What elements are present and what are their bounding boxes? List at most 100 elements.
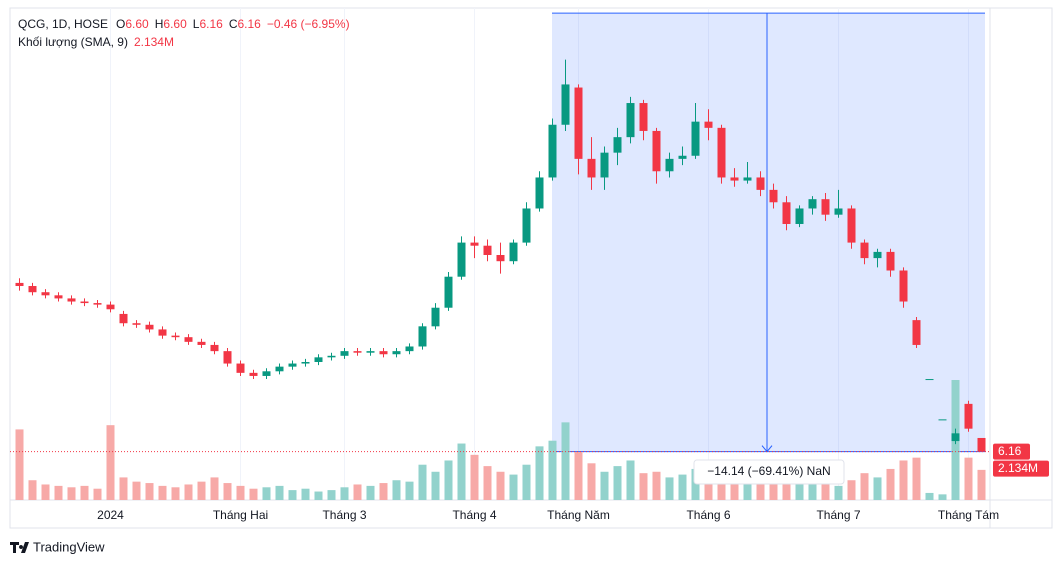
candle-body: [756, 177, 765, 190]
volume-bar: [223, 483, 232, 500]
candle-body: [418, 326, 427, 347]
volume-bar: [184, 484, 193, 500]
candle-body: [509, 242, 518, 262]
candle-body: [743, 177, 752, 181]
chart-frame: [9, 7, 1053, 529]
volume-bar: [574, 452, 583, 500]
label: L: [193, 17, 200, 31]
symbol: QCG, 1D, HOSE: [18, 17, 108, 31]
candle-body: [821, 199, 830, 215]
volume-bar: [769, 480, 778, 500]
volume-bar: [132, 481, 141, 500]
label: O: [116, 17, 125, 31]
volume-bar: [431, 471, 440, 500]
volume-bar: [496, 471, 505, 500]
x-tick-label: Tháng 3: [322, 508, 366, 522]
volume-bar: [925, 492, 934, 500]
candle-body: [574, 87, 583, 159]
candle-body: [925, 379, 934, 381]
candle-body: [691, 121, 700, 156]
candle-body: [951, 433, 960, 442]
candle-body: [639, 103, 648, 131]
candle-body: [288, 363, 297, 367]
candle-body: [145, 324, 154, 330]
candle-body: [652, 130, 661, 172]
candle-body: [561, 84, 570, 125]
candle-body: [535, 177, 544, 209]
x-tick-label: Tháng 4: [452, 508, 496, 522]
candle-body: [457, 242, 466, 277]
candle-body: [522, 208, 531, 243]
volume-bar: [28, 480, 37, 500]
candle-body: [171, 335, 180, 338]
candle-body: [132, 323, 141, 325]
volume-label: 2.134M: [998, 461, 1038, 475]
candle-body: [808, 199, 817, 209]
value: 6.16: [237, 17, 261, 31]
price-label: 6.16: [998, 444, 1022, 458]
volume-bar: [106, 425, 115, 500]
volume-bar: [730, 483, 739, 500]
candle-body: [886, 251, 895, 271]
volume-bar: [795, 478, 804, 500]
change: −0.46 (−6.95%): [267, 17, 350, 31]
brand-logo: [10, 542, 29, 553]
volume-bar: [964, 457, 973, 500]
candle-body: [600, 152, 609, 178]
candle-body: [496, 255, 505, 262]
volume-label-box: [993, 460, 1049, 477]
candle-body: [795, 208, 804, 224]
volume-bar: [418, 464, 427, 500]
candle-body: [15, 282, 24, 287]
measure-label: −14.14 (−69.41%) NaN: [707, 464, 830, 478]
volume-bar: [977, 469, 986, 500]
candle-body: [730, 177, 739, 181]
value: 6.60: [125, 17, 149, 31]
volume-bar: [912, 457, 921, 500]
volume-bar: [470, 454, 479, 500]
measure-arrow-head: [761, 445, 773, 453]
volume-bar: [444, 460, 453, 500]
volume-bar: [67, 487, 76, 500]
volume-bar: [548, 440, 557, 500]
candle-body: [54, 295, 63, 299]
candle-body: [834, 208, 843, 215]
volume-bar: [197, 481, 206, 500]
volume-bar: [691, 468, 700, 500]
candle-body: [106, 304, 115, 310]
candle-body: [665, 158, 674, 172]
volume-bar: [600, 471, 609, 500]
x-tick-label: Tháng Tám: [938, 508, 999, 522]
volume-bar: [340, 487, 349, 500]
candle-body: [28, 286, 37, 293]
volume-bar: [392, 480, 401, 500]
volume-bar: [483, 466, 492, 500]
candle-body: [184, 337, 193, 342]
volume-bar: [171, 487, 180, 500]
candle-body: [41, 292, 50, 296]
series: [10, 59, 990, 500]
candle-body: [379, 351, 388, 355]
brand-name: TradingView: [33, 539, 105, 554]
volume-bar: [314, 491, 323, 500]
candle-body: [587, 158, 596, 178]
candle-body: [249, 372, 258, 376]
candle-body: [197, 341, 206, 345]
candle-body: [223, 351, 232, 364]
volume-bar: [678, 474, 687, 500]
brand: TradingView: [10, 539, 105, 554]
candle-body: [353, 351, 362, 353]
legend-line: QCG, 1D, HOSE O6.60 H6.60 L6.16 C6.16 −0.46 (…: [18, 17, 350, 31]
candle-body: [847, 208, 856, 243]
candle-body: [210, 344, 219, 352]
volume-bar: [639, 473, 648, 500]
volume-bar: [860, 473, 869, 500]
value: 6.60: [163, 17, 187, 31]
candle-body: [366, 351, 375, 353]
volume-bar: [288, 490, 297, 500]
volume-bar: [236, 485, 245, 500]
volume-bar: [353, 484, 362, 500]
candle-body: [548, 124, 557, 178]
volume-bar: [119, 477, 128, 500]
candle-body: [899, 270, 908, 302]
